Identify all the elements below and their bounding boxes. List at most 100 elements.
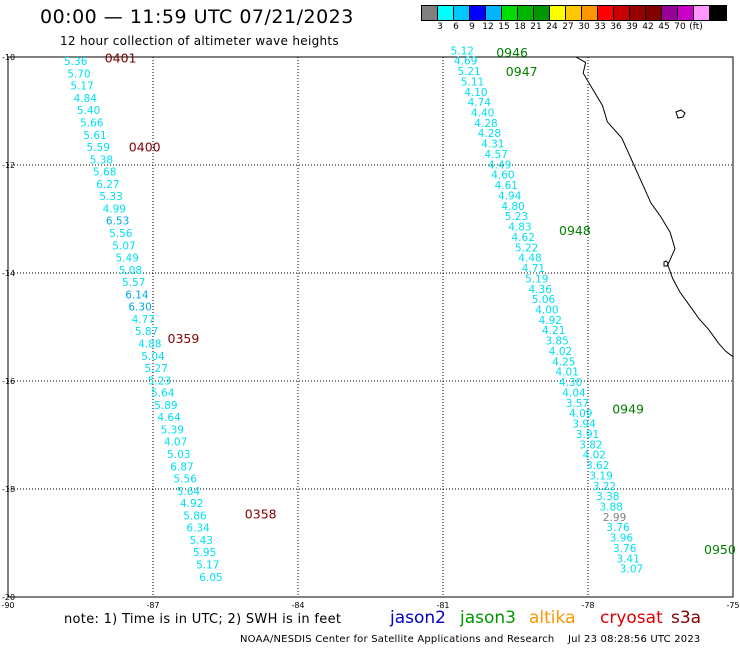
- legend-label: 45: [658, 22, 670, 32]
- wave-height-value: 4.88: [138, 339, 161, 351]
- wave-height-value: 6.05: [199, 572, 222, 584]
- x-tick-label: -90: [1, 601, 14, 610]
- wave-height-value: 2.99: [603, 512, 626, 524]
- wave-height-value: 4.57: [485, 149, 508, 161]
- legend-swatch: [630, 6, 646, 20]
- legend-swatch: [454, 6, 470, 20]
- wave-height-value: 5.12: [451, 45, 474, 57]
- wave-height-value: 4.77: [132, 314, 155, 326]
- x-tick-label: -87: [146, 601, 159, 610]
- legend-swatch: [710, 6, 726, 20]
- wave-height-value: 4.02: [549, 346, 572, 358]
- wave-height-value: 5.36: [64, 56, 88, 68]
- wave-height-value: 3.38: [596, 491, 619, 503]
- wave-height-value: 5.03: [167, 449, 190, 461]
- wave-height-value: 5.56: [174, 474, 198, 486]
- wave-height-value: 3.82: [579, 439, 602, 451]
- wave-height-value: 4.36: [529, 284, 553, 296]
- y-tick-label: -14: [2, 269, 15, 278]
- map-frame: [7, 56, 734, 598]
- y-tick-label: -18: [2, 485, 15, 494]
- wave-height-value: 3.62: [586, 460, 609, 472]
- legend-label: 18: [514, 22, 526, 32]
- legend-unit: (ft): [689, 22, 703, 32]
- wave-height-value: 5.21: [457, 66, 480, 78]
- wave-height-value: 5.70: [67, 68, 90, 80]
- wave-height-value: 4.62: [512, 232, 535, 244]
- wave-height-value: 3.91: [576, 429, 599, 441]
- map-subtitle: 12 hour collection of altimeter wave hei…: [60, 34, 339, 48]
- pass-time-label: 0949: [612, 401, 644, 416]
- wave-height-value: 4.69: [454, 56, 477, 68]
- wave-height-value: 5.68: [93, 167, 116, 179]
- wave-height-value: 5.64: [177, 486, 201, 498]
- wave-height-value: 3.76: [606, 522, 630, 534]
- legend-swatch: [534, 6, 550, 20]
- satellite-legend-cryosat: cryosat: [600, 608, 663, 628]
- wave-height-value: 5.07: [112, 240, 135, 252]
- y-tick-label: -16: [2, 377, 15, 386]
- legend-swatch: [662, 6, 678, 20]
- legend-label: 15: [498, 22, 510, 32]
- legend-swatch: [678, 6, 694, 20]
- wave-height-value: 3.22: [593, 481, 616, 493]
- wave-height-value: 4.94: [498, 191, 522, 203]
- wave-height-value: 5.95: [193, 547, 216, 559]
- map-title: 00:00 — 11:59 UTC 07/21/2023: [40, 6, 354, 28]
- wave-height-value: 4.00: [535, 305, 558, 317]
- legend-swatch: [502, 6, 518, 20]
- wave-height-value: 4.60: [491, 170, 514, 182]
- wave-height-value: 4.61: [495, 180, 518, 192]
- wave-height-value: 4.83: [508, 222, 531, 234]
- wave-height-value: 5.38: [90, 154, 113, 166]
- pass-time-label: 0950: [704, 542, 736, 557]
- wave-height-value: 4.01: [556, 367, 579, 379]
- wave-height-value: 4.99: [103, 203, 126, 215]
- legend-label: 27: [562, 22, 574, 32]
- wave-height-value: 6.53: [106, 216, 129, 228]
- pass-time-label: 0400: [129, 140, 161, 155]
- legend-swatch: [518, 6, 534, 20]
- satellite-legend-jason2: jason2: [390, 608, 446, 628]
- legend-swatch: [646, 6, 662, 20]
- wave-height-value: 4.48: [518, 253, 541, 265]
- wave-height-value: 5.40: [77, 105, 100, 117]
- y-tick-label: -12: [2, 161, 15, 170]
- footer-note: note: 1) Time is in UTC; 2) SWH is in fe…: [64, 612, 342, 627]
- wave-height-value: 5.17: [196, 560, 219, 572]
- wave-height-value: 4.10: [464, 87, 487, 99]
- wave-height-value: 5.08: [119, 265, 142, 277]
- wave-height-value: 4.28: [474, 118, 497, 130]
- legend-label: 36: [610, 22, 622, 32]
- wave-height-value: 5.39: [161, 425, 184, 437]
- legend-swatch: [566, 6, 582, 20]
- legend-swatch: [438, 6, 454, 20]
- wave-height-value: 4.09: [569, 408, 592, 420]
- legend-swatch: [486, 6, 502, 20]
- wave-height-value: 5.06: [532, 294, 556, 306]
- wave-height-value: 3.57: [566, 398, 589, 410]
- wave-height-value: 5.66: [80, 118, 104, 130]
- wave-height-value: 5.22: [515, 242, 538, 254]
- pass-time-label: 0401: [105, 50, 137, 65]
- satellite-legend-jason3: jason3: [460, 608, 516, 628]
- pass-time-label: 0947: [506, 64, 538, 79]
- wave-height-value: 5.43: [190, 535, 213, 547]
- wave-height-value: 4.92: [180, 498, 203, 510]
- satellite-legend-s3a: s3a: [671, 608, 702, 628]
- legend-swatch: [582, 6, 598, 20]
- wave-height-value: 4.07: [164, 437, 187, 449]
- x-tick-label: -75: [726, 601, 739, 610]
- wave-height-value: 4.84: [74, 93, 98, 105]
- wave-height-value: 5.27: [145, 363, 168, 375]
- y-tick-label: -10: [2, 53, 15, 62]
- wave-height-color-legend: [421, 5, 727, 21]
- wave-height-value: 3.88: [600, 502, 623, 514]
- legend-label: 6: [453, 22, 459, 32]
- wave-height-value: 5.61: [83, 130, 106, 142]
- wave-height-value: 4.04: [562, 387, 586, 399]
- legend-label: 3: [437, 22, 443, 32]
- wave-height-value: 4.25: [552, 356, 575, 368]
- legend-swatch: [470, 6, 486, 20]
- wave-height-value: 5.19: [525, 273, 548, 285]
